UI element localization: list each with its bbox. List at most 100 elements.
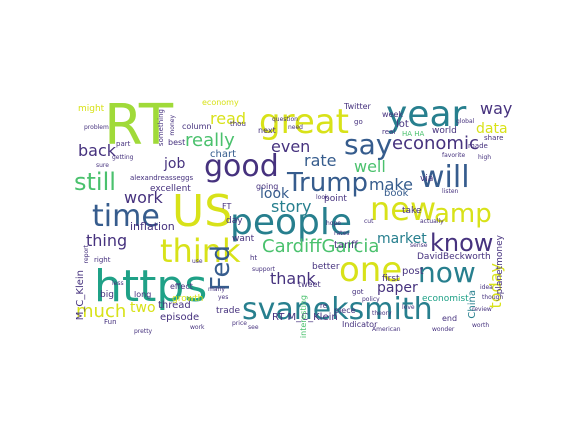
word-thread: thread [158,300,191,311]
word-idea: idea [480,284,493,291]
word-price: price [232,320,247,327]
word-rt-mcklein: RT M_C_Klein [272,312,338,323]
word-right: right [94,256,111,264]
word-excellent: excellent [150,184,191,194]
word-planetmoney: planetmoney [495,235,505,295]
word-fun: Fun [104,318,117,326]
word-got: got [352,288,364,296]
word-read: read [210,109,247,128]
word-svaneksmith: svaneksmith [242,292,433,327]
word-know: know [430,229,494,257]
word-global: global [456,118,475,125]
word-haha: HA HA [402,130,425,138]
word-something: something [157,109,165,147]
word-though: though [482,294,504,301]
word-part: part [116,140,131,148]
word-see: see [248,324,259,331]
word-even: even [271,137,311,156]
word-world: world [432,126,457,136]
word-two: two [130,300,156,316]
word-episode: episode [160,312,200,323]
word-ht: ht [250,254,258,262]
word-way: way [480,99,512,118]
word-want: want [232,234,255,244]
word-much: much [76,301,127,322]
word-question: question [272,116,298,123]
word-many: many [208,286,225,293]
word-one: one [339,250,403,290]
word-cloud: RT US https year great people good time … [72,95,512,338]
word-thing: thing [86,231,128,250]
word-fed: Fed [206,245,236,292]
word-economy: economy [202,98,239,107]
word-trade: trade [216,306,240,316]
word-support: support [252,266,276,273]
word-share: share [484,134,504,142]
word-https: https [94,261,208,312]
word-love: love [402,304,415,311]
word-post: post [402,266,424,277]
word-paper: paper [377,280,418,296]
word-re: re [320,302,328,310]
word-point: point [324,194,347,204]
word-work-small: work [190,324,205,331]
word-book: book [384,188,409,199]
word-money: money [169,115,176,136]
word-alexandreasseggs: alexandreasseggs [130,174,194,182]
word-china: China [467,290,478,319]
word-davidbeckworth: DavidBeckworth [417,252,491,262]
word-problem: problem [84,124,109,131]
word-well: well [354,157,386,176]
word-us: US [172,186,233,237]
word-first: first [382,274,400,284]
word-effect: effect [170,282,193,291]
word-still: still [74,168,116,196]
word-mcklein: M_C_Klein [75,270,86,321]
word-say: say [344,128,393,161]
word-new: new [370,190,437,228]
word-less: less [112,280,124,287]
word-market: market [377,231,427,247]
word-wonder: wonder [432,326,455,333]
word-great: great [259,102,349,142]
word-sure: sure [96,162,109,169]
word-real: real [382,128,396,136]
word-tweet: tweet [298,280,321,289]
word-theory: theory [372,310,392,317]
word-take: take [402,206,422,216]
word-american: American [372,326,401,333]
word-best: best [168,138,186,147]
word-thank: thank [270,269,316,288]
word-back: back [78,141,117,160]
word-going: going [256,182,279,191]
word-think: think [160,232,241,270]
word-indicator: Indicator [342,320,378,329]
word-high: high [478,154,492,161]
word-week: week [382,110,404,119]
word-people: people [230,202,353,243]
word-ft: FT [222,202,232,211]
word-sense: sense [410,242,428,249]
word-growth: growth [172,294,204,304]
word-piece: piece [334,306,356,315]
word-job: job [164,156,186,172]
word-go: go [354,118,363,126]
word-review: review [472,306,492,313]
word-use: use [192,258,203,265]
word-rate: rate [304,151,337,170]
word-made: made [468,142,488,150]
word-data: data [476,121,508,137]
word-need: need [288,124,303,131]
word-now: now [418,256,476,289]
word-column: column [182,122,212,131]
word-next: next [258,126,276,135]
word-via: via [420,174,434,184]
word-interesting: interesting [299,295,308,338]
word-tariff: tariff [334,240,358,251]
word-chart: chart [210,149,236,160]
word-cardiffgarcia: CardiffGarcia [262,236,380,257]
word-cut: cut [364,218,374,225]
word-good: good [204,149,279,184]
word-look-small: look [316,194,329,201]
word-will: will [420,160,470,195]
